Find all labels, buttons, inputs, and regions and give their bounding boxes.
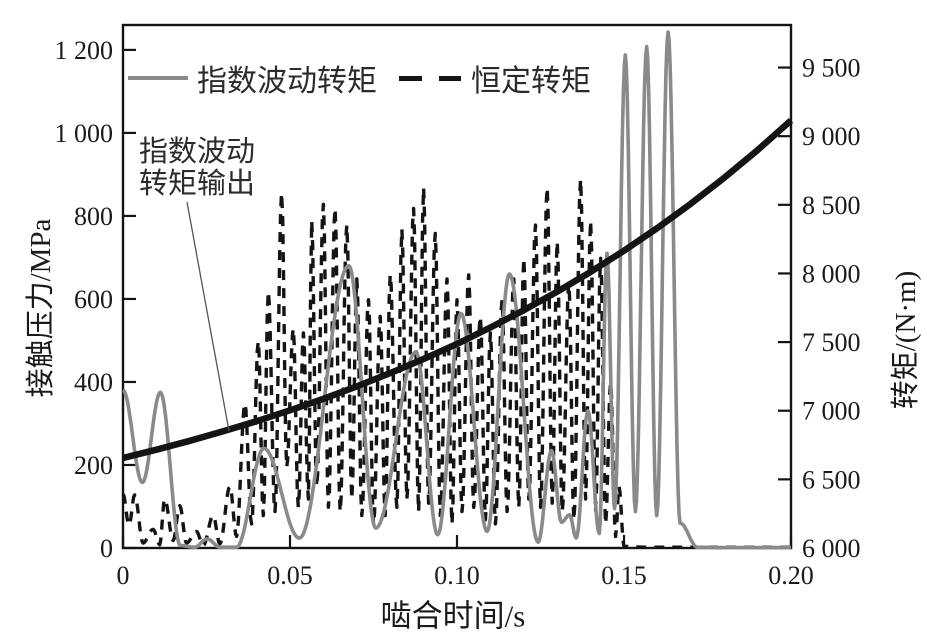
x-tick-label: 0.10 (434, 561, 480, 590)
right-tick-label: 9 500 (802, 54, 861, 83)
left-axis-ticks: 0 200 400 600 800 1 000 1 200 (55, 36, 136, 563)
legend-line-exponential-icon (128, 76, 188, 80)
annotation-torque-output: 指数波动 转矩输出 (139, 136, 255, 200)
series-torque-output (122, 117, 794, 462)
right-tick-label: 6 000 (802, 534, 861, 563)
left-tick-label: 1 000 (55, 119, 114, 148)
right-tick-label: 8 000 (802, 259, 861, 288)
legend: 指数波动转矩 恒定转矩 (128, 56, 591, 100)
left-tick-label: 0 (100, 534, 113, 563)
x-axis-title: 啮合时间/s (380, 598, 526, 634)
x-axis-ticks: 0 0.05 0.10 0.15 0.20 (117, 535, 814, 590)
x-tick-label: 0 (117, 561, 130, 590)
left-axis-title: 接触压力/MPa (25, 218, 57, 398)
plot-frame (121, 23, 793, 550)
annotation-line-1: 指数波动 (139, 136, 256, 168)
annotation-pointer-line (186, 201, 230, 432)
right-axis-title: 转矩/(N·m) (890, 270, 922, 410)
right-tick-label: 7 500 (802, 328, 861, 357)
left-tick-label: 1 200 (55, 36, 114, 65)
series-exponential-fluctuating-torque-pressure (122, 30, 792, 550)
left-tick-label: 600 (74, 285, 113, 314)
left-tick-label: 800 (74, 202, 113, 231)
x-tick-label: 0.20 (768, 561, 814, 590)
right-tick-label: 7 000 (802, 397, 861, 426)
series-constant-torque-pressure (121, 177, 792, 549)
x-tick-label: 0.05 (267, 561, 313, 590)
right-tick-label: 9 000 (802, 122, 861, 151)
legend-label-exponential: 指数波动转矩 (197, 65, 377, 98)
right-tick-label: 8 500 (802, 191, 861, 220)
left-tick-label: 400 (74, 368, 113, 397)
annotation-line-2: 转矩输出 (139, 168, 256, 200)
left-tick-label: 200 (74, 451, 113, 480)
legend-label-constant: 恒定转矩 (471, 65, 591, 98)
x-tick-label: 0.15 (601, 561, 647, 590)
right-axis-ticks: 6 000 6 500 7 000 7 500 8 000 8 500 9 000 9 500 (778, 54, 861, 563)
right-tick-label: 6 500 (802, 465, 861, 494)
legend-line-constant-icon (399, 75, 461, 81)
